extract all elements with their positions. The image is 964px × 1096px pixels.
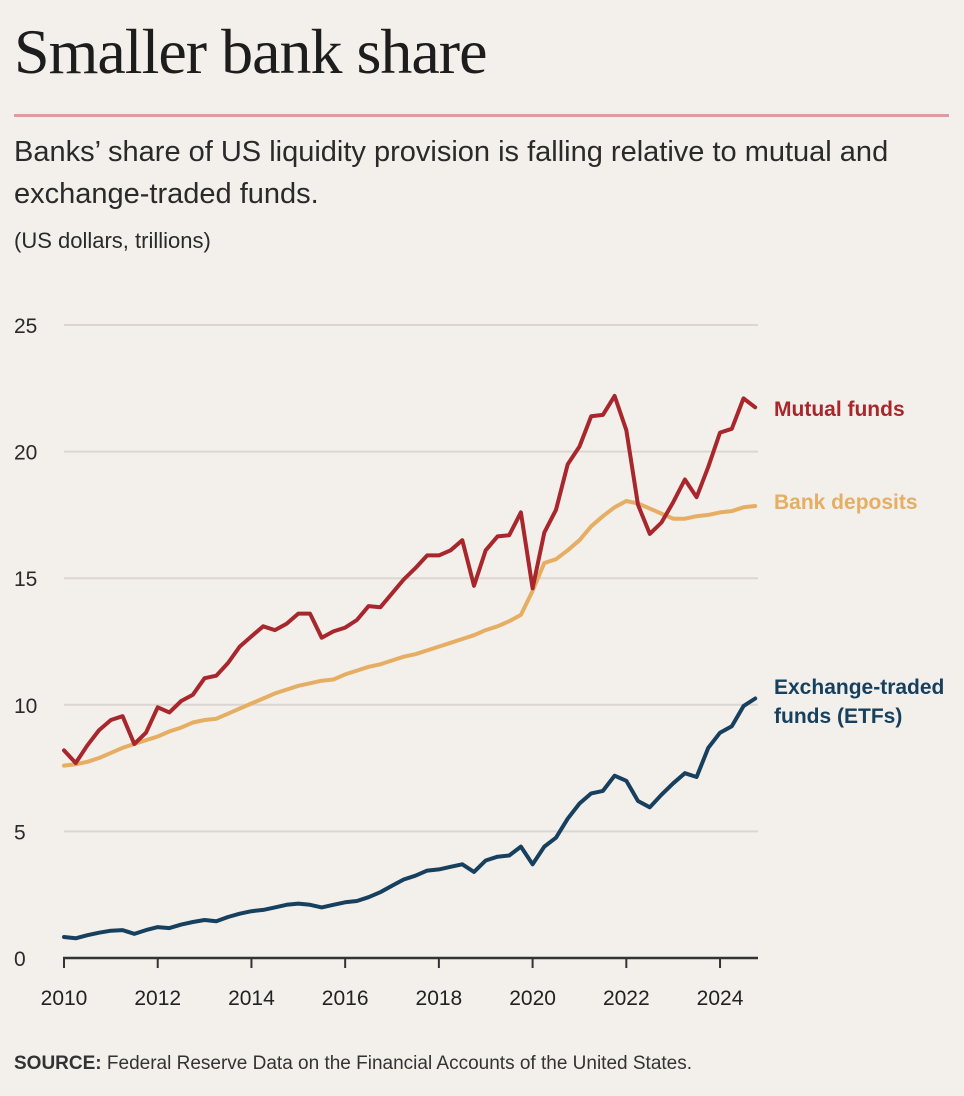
series-label-line: Exchange-traded: [774, 676, 945, 699]
x-tick-label: 2012: [134, 987, 181, 1010]
x-tick-label: 2024: [697, 987, 744, 1010]
x-tick-label: 2020: [509, 987, 556, 1010]
chart-subtitle: Banks’ share of US liquidity provision i…: [14, 136, 889, 210]
y-tick-label: 5: [14, 821, 26, 844]
x-tick-label: 2014: [228, 987, 275, 1010]
chart-title: Smaller bank share: [14, 16, 487, 87]
y-axis-ticks: 0 5 10 15 20 25: [14, 315, 37, 971]
x-axis: 2010 2012 2014 2016 2018 2020 2022 2024: [41, 956, 758, 1010]
x-tick-label: 2010: [41, 987, 88, 1010]
gridlines: [64, 324, 758, 833]
series-label-mutual-funds: Mutual funds: [774, 395, 905, 424]
y-tick-label: 25: [14, 315, 37, 338]
y-tick-label: 20: [14, 442, 37, 465]
title-divider: [14, 114, 949, 117]
series-lines: [62, 393, 758, 941]
x-tick-label: 2022: [603, 987, 650, 1010]
x-tick-label: 2016: [322, 987, 369, 1010]
source-text: Federal Reserve Data on the Financial Ac…: [101, 1053, 693, 1074]
units-label: (US dollars, trillions): [14, 228, 211, 253]
y-tick-label: 10: [14, 695, 37, 718]
series-label-bank-deposits: Bank deposits: [774, 488, 918, 517]
series-label-exchange-traded-funds-etfs: Exchange-traded funds (ETFs): [774, 673, 944, 731]
x-tick-label: 2018: [416, 987, 463, 1010]
series-line-bank-deposits: [62, 499, 758, 768]
series-label-line: Mutual funds: [774, 398, 905, 421]
source-label: SOURCE:: [14, 1053, 102, 1074]
source-note: SOURCE: Federal Reserve Data on the Fina…: [14, 1053, 692, 1075]
y-tick-label: 0: [14, 948, 26, 971]
series-line-exchange-traded-funds-etfs: [62, 696, 758, 941]
series-label-line: funds (ETFs): [774, 705, 903, 728]
series-line-mutual-funds: [62, 393, 758, 765]
y-tick-label: 15: [14, 568, 37, 591]
series-label-line: Bank deposits: [774, 491, 918, 514]
